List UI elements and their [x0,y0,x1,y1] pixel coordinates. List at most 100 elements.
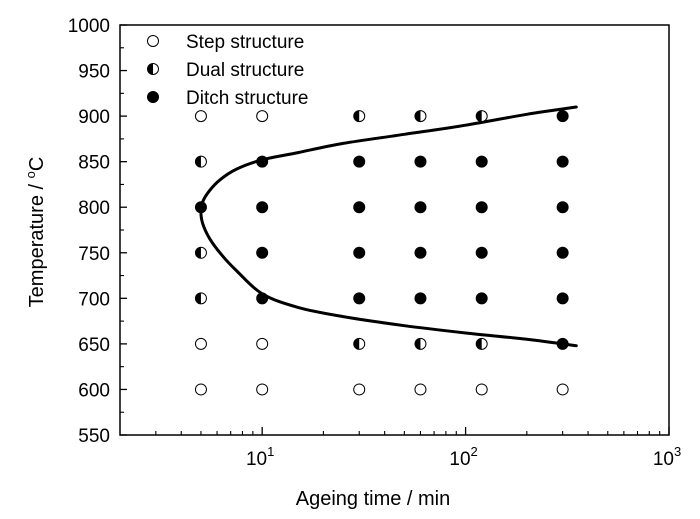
data-point-ditch [353,292,366,305]
data-point-ditch [414,246,427,259]
x-axis-ticks: 101 102 103 [155,427,681,470]
marker-ditch-dot [414,292,427,305]
data-point-ditch [556,155,569,168]
data-point-dual [353,110,366,123]
marker-step-ring [194,110,207,123]
marker-dual-half [414,110,421,122]
marker-dual-half [195,292,201,304]
x-tick-label-exponent: 2 [471,444,478,459]
phase-boundary [199,105,578,348]
data-point-step [194,383,207,396]
data-point-step [194,110,207,123]
y-tick-label: 950 [78,62,110,83]
data-point-ditch [414,155,427,168]
x-tick-label-exponent: 1 [267,444,274,459]
data-point-step [475,383,488,396]
marker-ditch-dot [475,201,488,214]
data-point-step [256,383,269,396]
legend-label-ditch: Ditch structure [186,88,308,109]
data-point-dual [475,110,488,123]
y-axis-label: Temperature / oC [23,157,48,308]
marker-ditch-dot [353,201,366,214]
marker-ditch-dot [194,201,207,214]
marker-dual-half [147,63,153,75]
data-point-ditch [256,201,269,214]
y-axis-label-text: Temperature / [26,178,48,307]
y-tick-label: 600 [78,380,110,401]
y-tick-label: 800 [78,198,110,219]
data-point-ditch [414,201,427,214]
marker-ditch-dot [556,337,569,350]
x-tick-label: 101 [246,444,274,470]
data-points [194,110,569,396]
y-axis-label-degree: o [23,171,38,178]
marker-ditch-dot [475,155,488,168]
data-point-ditch [475,155,488,168]
marker-ditch-dot [556,292,569,305]
y-tick-label: 1000 [68,16,110,37]
marker-ditch-dot [556,155,569,168]
legend-entry-ditch: Ditch structure [147,88,308,109]
plot-frame [119,24,670,436]
marker-ditch-dot [256,246,269,259]
marker-ditch-dot [556,110,569,123]
data-point-dual [194,155,207,168]
marker-ditch-dot [475,246,488,259]
data-point-ditch [256,155,269,168]
marker-dual-half [476,110,482,122]
y-axis-label-unit: C [26,157,48,171]
x-axis-label: Ageing time / min [296,488,451,510]
x-tick-label-exponent: 3 [674,444,681,459]
marker-dual-half [476,338,482,350]
marker-step-ring [475,383,488,396]
marker-step-ring [194,337,207,350]
data-point-ditch [353,155,366,168]
marker-dual-half [353,110,360,122]
data-point-dual [194,292,207,305]
legend-entry-dual: Dual structure [147,60,304,81]
data-point-ditch [353,201,366,214]
data-point-ditch [475,292,488,305]
data-point-ditch [556,110,569,123]
marker-step-ring [194,383,207,396]
marker-step-ring [556,383,569,396]
y-tick-label: 900 [78,107,110,128]
marker-ditch-dot [353,292,366,305]
x-tick-label-base: 10 [449,449,470,470]
data-point-ditch [256,246,269,259]
data-point-ditch [353,246,366,259]
legend-entry-step: Step structure [147,32,304,53]
boundary-curve [199,105,578,348]
marker-ditch [147,91,159,103]
marker-ditch-dot [414,155,427,168]
data-point-ditch [556,292,569,305]
marker-ditch-dot [256,155,269,168]
marker-step-ring [256,383,269,396]
data-point-ditch [414,292,427,305]
marker-ditch-dot [147,91,159,103]
data-point-ditch [194,201,207,214]
x-tick-label-base: 10 [246,449,267,470]
data-point-step [556,383,569,396]
marker-ditch-dot [256,292,269,305]
data-point-step [256,110,269,123]
legend-label-dual: Dual structure [186,60,304,81]
x-tick-label-base: 10 [653,449,674,470]
y-axis-ticks: 550 600 650 700 750 800 850 900 950 1000 [68,16,127,447]
data-point-ditch [556,337,569,350]
data-point-ditch [556,246,569,259]
data-point-dual [414,337,427,350]
marker-ditch-dot [414,201,427,214]
data-point-dual [414,110,427,123]
data-point-dual [475,337,488,350]
marker-ditch-dot [414,246,427,259]
marker-step [147,35,159,47]
legend-label-step: Step structure [186,32,304,53]
marker-ditch-dot [353,155,366,168]
data-point-ditch [556,201,569,214]
legend: Step structure Dual structure Ditch struct… [147,32,308,109]
x-tick-label: 102 [449,444,477,470]
data-point-dual [194,246,207,259]
marker-step-ring [147,35,159,47]
